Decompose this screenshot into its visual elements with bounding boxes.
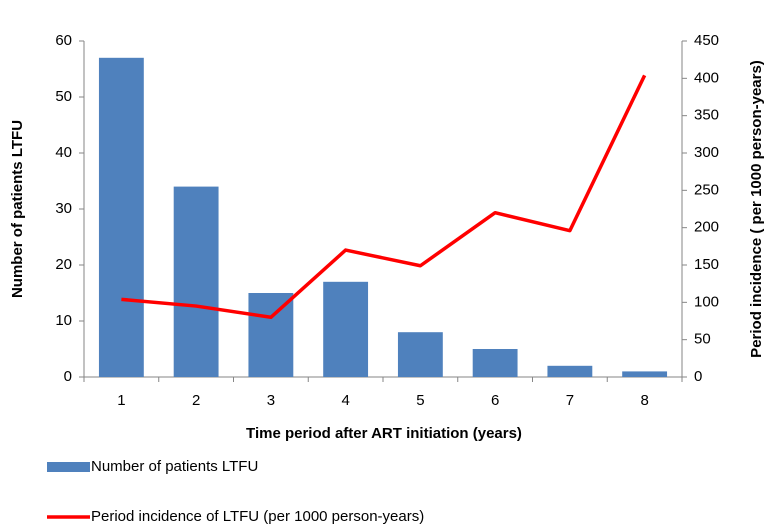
x-tick-label: 8 [640, 392, 648, 409]
y2-tick-label: 200 [694, 219, 719, 236]
x-tick-label: 2 [192, 392, 200, 409]
x-axis-title: Time period after ART initiation (years) [246, 425, 522, 442]
y-tick-label: 30 [55, 200, 72, 217]
legend-label: Number of patients LTFU [91, 458, 258, 475]
legend-label: Period incidence of LTFU (per 1000 perso… [91, 508, 424, 525]
x-tick-label: 4 [341, 392, 349, 409]
y2-tick-label: 150 [694, 256, 719, 273]
bar [323, 281, 369, 377]
y2-tick-label: 350 [694, 107, 719, 124]
bar [173, 186, 219, 377]
y-tick-label: 50 [55, 88, 72, 105]
legend-swatch [47, 462, 90, 472]
x-tick-label: 3 [267, 392, 275, 409]
y-tick-label: 10 [55, 312, 72, 329]
y2-tick-label: 300 [694, 144, 719, 161]
y-tick-label: 20 [55, 256, 72, 273]
bar [472, 349, 518, 377]
y2-tick-label: 400 [694, 69, 719, 86]
bar [547, 365, 593, 377]
y2-tick-label: 250 [694, 181, 719, 198]
y2-tick-label: 450 [694, 32, 719, 49]
y-tick-label: 0 [64, 368, 72, 385]
x-tick-label: 6 [491, 392, 499, 409]
bar [622, 371, 668, 377]
y2-tick-label: 50 [694, 331, 711, 348]
y-axis-title: Number of patients LTFU [9, 120, 26, 298]
bar [248, 293, 294, 377]
line [121, 74, 647, 320]
y-tick-label: 40 [55, 144, 72, 161]
y2-tick-label: 100 [694, 293, 719, 310]
bar [98, 57, 144, 378]
x-tick-label: 7 [566, 392, 574, 409]
bar [397, 332, 443, 377]
y2-axis-title: Period incidence ( per 1000 person-years… [748, 60, 765, 358]
x-tick-label: 5 [416, 392, 424, 409]
y2-tick-label: 0 [694, 368, 702, 385]
x-tick-label: 1 [117, 392, 125, 409]
y-tick-label: 60 [55, 32, 72, 49]
